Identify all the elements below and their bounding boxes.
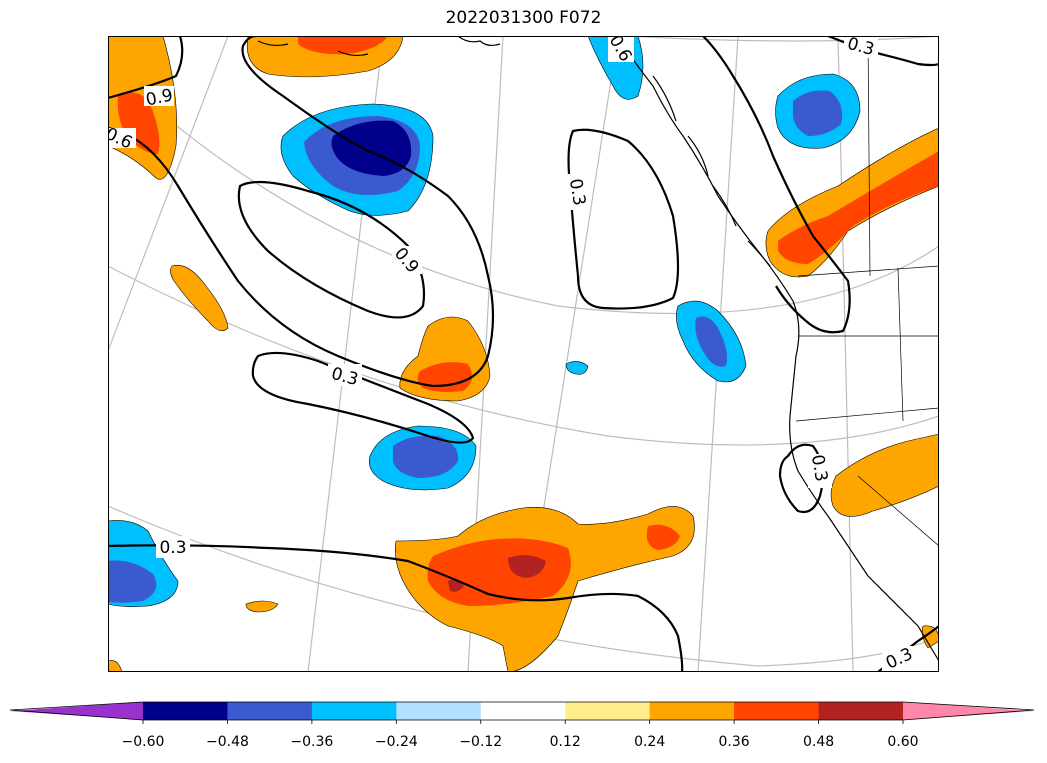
graticule-parallel: [108, 265, 939, 446]
colorbar-tick-label: 0.12: [549, 734, 581, 750]
positive-anomaly-region: [778, 151, 939, 264]
positive-anomaly-region: [108, 660, 123, 672]
colorbar: [10, 701, 1035, 724]
colorbar-segment: [565, 702, 651, 720]
positive-anomaly-region: [170, 264, 229, 332]
positive-anomaly-region: [508, 555, 546, 578]
negative-anomaly-region: [793, 90, 843, 136]
graticule-parallel: [627, 36, 939, 42]
graticule-meridian: [108, 36, 229, 353]
coastlines: [257, 36, 939, 662]
positive-anomaly-region: [245, 600, 279, 613]
boundary-state: [795, 407, 939, 422]
positive-anomaly-region: [298, 36, 388, 55]
contour-line: [108, 544, 684, 672]
colorbar-tick-label: 0.36: [718, 734, 750, 750]
contour-line: [702, 36, 851, 334]
negative-anomaly-region: [393, 435, 459, 478]
map-title: 2022031300 F072: [445, 8, 602, 28]
boundary-province: [867, 36, 871, 277]
graticule-parallel: [108, 65, 939, 315]
political-boundaries: [795, 36, 939, 547]
coastline-north-america: [617, 36, 939, 662]
contour-line: [108, 36, 495, 388]
anomaly-fills: [108, 36, 939, 672]
negative-anomaly-region: [565, 361, 589, 375]
colorbar-tick-label: 0.24: [634, 734, 666, 750]
colorbar-segment: [396, 702, 482, 720]
contour-label: 0.3: [565, 177, 589, 207]
colorbar-tick-label: 0.48: [802, 734, 835, 750]
boundary-canada-us: [797, 265, 939, 277]
negative-anomaly-region: [108, 560, 157, 603]
colorbar-tick-label: −0.36: [290, 734, 334, 750]
colorbar-tick-label: −0.12: [459, 734, 503, 750]
colorbar-tick-label: −0.48: [205, 734, 249, 750]
contour-label-group: 0.9 0.6 0.3 0.9 0.3 0.6 0.3 0.3 0.3 0.3: [108, 36, 916, 672]
colorbar-segments: [10, 702, 1034, 720]
colorbar-segment: [734, 702, 820, 720]
colorbar-segment: [480, 702, 566, 720]
colorbar-extend-min: [10, 702, 143, 720]
colorbar-tick-label: −0.60: [121, 734, 165, 750]
contour-label: 0.3: [159, 538, 186, 558]
contour-line: [108, 36, 184, 100]
coastline-islands: [652, 75, 771, 267]
boundary-state: [897, 267, 904, 422]
colorbar-segment: [227, 702, 313, 720]
colorbar-segment: [143, 702, 228, 720]
graticule-parallel: [108, 505, 939, 667]
colorbar-extend-max: [903, 702, 1034, 720]
colorbar-segment: [818, 702, 904, 720]
map-svg: 0.9 0.6 0.3 0.9 0.3 0.6 0.3 0.3 0.3 0.3: [108, 36, 939, 672]
contour-line: [237, 180, 426, 319]
positive-anomaly-region: [427, 538, 571, 606]
colorbar-segment: [649, 702, 735, 720]
map-panel: 0.9 0.6 0.3 0.9 0.3 0.6 0.3 0.3 0.3 0.3: [108, 36, 939, 672]
colorbar-segment: [311, 702, 397, 720]
contour-line: [567, 128, 680, 310]
coastline-islands: [257, 36, 501, 57]
positive-anomaly-region: [417, 362, 472, 392]
colorbar-tick-label: −0.24: [374, 734, 418, 750]
positive-anomaly-region: [117, 92, 160, 154]
positive-anomaly-region: [830, 433, 939, 517]
positive-anomaly-region: [646, 524, 680, 550]
colorbar-tick-label: 0.60: [887, 734, 919, 750]
graticule-meridian: [837, 36, 854, 672]
contour-line: [778, 443, 824, 514]
contour-label: 0.3: [807, 453, 831, 483]
negative-anomaly-region: [695, 316, 727, 367]
boundary-state: [857, 475, 939, 547]
